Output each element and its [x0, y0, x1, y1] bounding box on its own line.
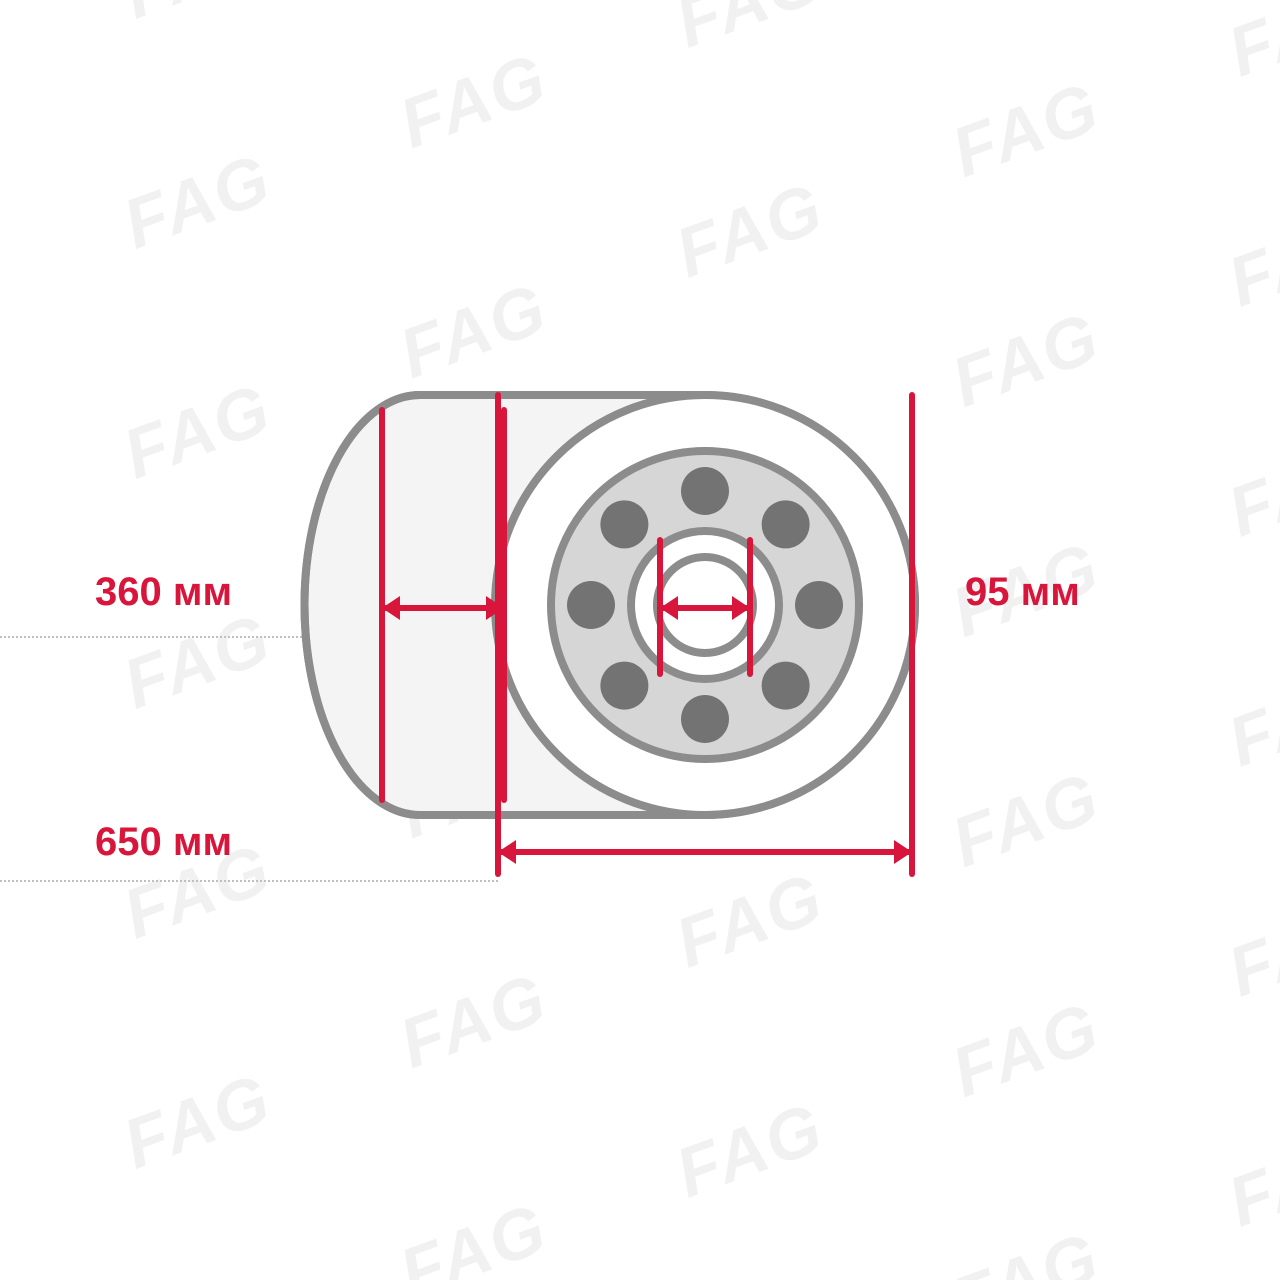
dimension-label-95: 95 мм — [965, 570, 1080, 615]
diagram-canvas: FAG FAG FAG FAG FAG FAG FAG FAG FAG FAG … — [0, 0, 1280, 1280]
dimension-label-650: 650 мм — [95, 820, 232, 865]
dimension-label-360: 360 мм — [95, 570, 232, 615]
dimension-overlay — [0, 0, 1280, 1280]
